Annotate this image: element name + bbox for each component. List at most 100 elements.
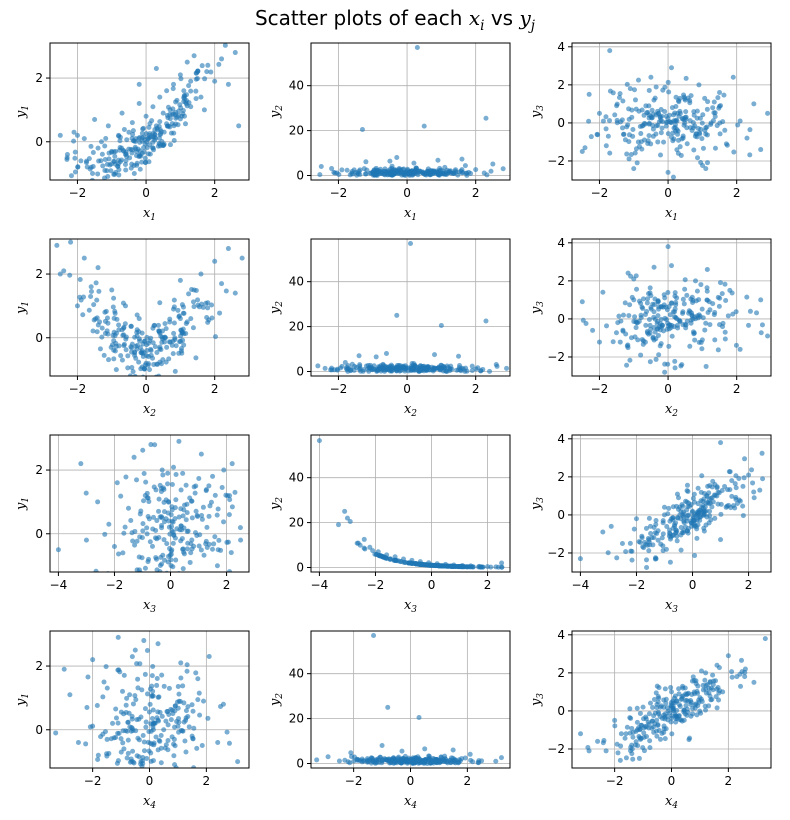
scatter-point [687, 97, 693, 103]
scatter-point [118, 709, 124, 715]
scatter-point [150, 664, 156, 670]
scatter-point [177, 277, 183, 283]
scatter-point [131, 454, 137, 460]
scatter-point [142, 584, 147, 589]
scatter-point [658, 130, 664, 136]
scatter-point [699, 120, 705, 126]
scatter-point [171, 306, 177, 312]
scatter-point [675, 150, 681, 156]
scatter-point [707, 322, 713, 328]
scatter-point [722, 483, 728, 489]
scatter-point [163, 516, 169, 522]
scatter-point [697, 695, 703, 701]
scatter-point [112, 153, 118, 159]
scatter-point [691, 109, 697, 115]
scatter-point [459, 562, 465, 568]
scatter-point [106, 750, 112, 756]
scatter-point [397, 363, 403, 369]
y-tick-label: 2 [557, 78, 565, 92]
x-tick-label: 2 [211, 382, 219, 396]
scatter-point [167, 142, 173, 148]
scatter-point [87, 790, 92, 795]
x-tick-label: −2 [591, 186, 609, 200]
scatter-point [700, 112, 706, 118]
scatter-point [118, 736, 124, 742]
x-tick-label: 0 [403, 186, 411, 200]
scatter-point [188, 104, 194, 110]
scatter-point [142, 160, 148, 166]
scatter-point [715, 95, 721, 101]
scatter-point [172, 724, 178, 730]
scatter-point [178, 727, 184, 733]
scatter-point [356, 353, 362, 359]
scatter-point [712, 145, 718, 151]
scatter-point [139, 588, 144, 593]
y-tick-label: 20 [289, 712, 304, 726]
scatter-point [676, 686, 682, 692]
scatter-point [203, 487, 209, 493]
scatter-point [102, 729, 108, 735]
scatter-point [470, 759, 476, 765]
scatter-point [636, 755, 642, 761]
scatter-point [668, 516, 674, 522]
scatter-point [646, 316, 652, 322]
scatter-point [198, 451, 204, 457]
scatter-point [175, 683, 181, 689]
scatter-point [169, 482, 175, 488]
scatter-point [125, 365, 131, 371]
scatter-point [698, 509, 704, 515]
scatter-point [580, 317, 586, 323]
scatter-point [720, 689, 726, 695]
scatter-point [646, 291, 652, 297]
scatter-point [656, 728, 662, 734]
axes-frame [310, 42, 511, 181]
scatter-point [727, 469, 733, 475]
scatter-point [487, 368, 493, 374]
scatter-point [692, 337, 698, 343]
scatter-point [504, 365, 510, 371]
scatter-point [433, 757, 439, 763]
scatter-point [97, 580, 102, 585]
x-tick-label: −4 [311, 578, 329, 592]
scatter-point [673, 302, 679, 308]
scatter-point [134, 160, 140, 166]
scatter-point [124, 695, 130, 701]
scatter-point [746, 472, 752, 478]
scatter-point [660, 543, 666, 549]
scatter-point [733, 485, 739, 491]
scatter-point [674, 716, 680, 722]
scatter-point [370, 366, 376, 372]
scatter-point [699, 346, 705, 352]
scatter-point [188, 78, 194, 84]
scatter-point [194, 513, 200, 519]
scatter-point [151, 384, 156, 389]
scatter-point [628, 548, 634, 554]
y-axis-label: y3 [529, 693, 546, 707]
scatter-point [136, 81, 142, 87]
scatter-point [104, 315, 110, 321]
scatter-point [154, 676, 160, 682]
scatter-point [199, 516, 205, 522]
scatter-point [715, 347, 721, 353]
scatter-point [103, 135, 109, 141]
scatter-point [749, 467, 755, 473]
scatter-point [676, 495, 682, 501]
scatter-point [626, 139, 632, 145]
scatter-point [150, 722, 156, 728]
scatter-point [490, 161, 496, 167]
scatter-point [150, 526, 156, 532]
scatter-point [643, 322, 649, 328]
scatter-point [759, 450, 765, 456]
scatter-point [102, 143, 108, 149]
scatter-point [473, 366, 479, 372]
scatter-point [116, 327, 122, 333]
scatter-point [178, 578, 183, 583]
scatter-point [760, 476, 766, 482]
x-tick-label: 0 [428, 578, 436, 592]
scatter-point [379, 743, 385, 749]
scatter-point [166, 685, 172, 691]
scatter-point [174, 580, 179, 585]
scatter-point [679, 694, 685, 700]
scatter-point [711, 99, 717, 105]
